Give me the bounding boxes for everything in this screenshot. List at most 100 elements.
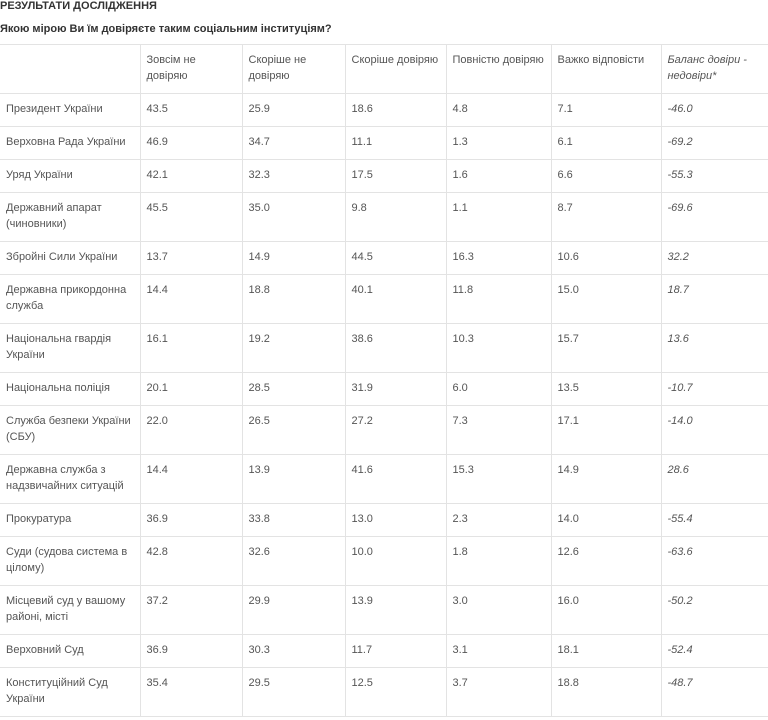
cell: 1.1 <box>445 192 552 242</box>
cell: 20.1 <box>139 372 243 406</box>
cell: 32.2 <box>660 241 768 275</box>
table-row: Верховна Рада України 46.9 34.7 11.1 1.3 6.1-… <box>0 126 768 160</box>
cell: 11.8 <box>445 274 552 324</box>
cell: 16.3 <box>445 241 552 275</box>
institution: Служба безпеки України (СБУ) <box>0 405 141 455</box>
cell: 27.2 <box>344 405 447 455</box>
column-header: Повністю довіряю <box>445 44 552 94</box>
table-row: Верховний Суд 36.9 30.3 11.7 3.1 18.1 -52.4 <box>0 634 768 668</box>
cell: 15.7 <box>550 323 662 373</box>
cell: 10.0 <box>344 536 447 586</box>
table-row: Державна прикордонна служба 14.4 18.8 40.1 1… <box>0 274 768 324</box>
cell: 29.9 <box>241 585 346 635</box>
cell: 36.9 <box>139 503 243 537</box>
cell: 10.3 <box>445 323 552 373</box>
cell: -52.4 <box>660 634 768 668</box>
column-header: Скоріше не довіряю <box>241 44 346 94</box>
cell: 13.0 <box>344 503 447 537</box>
cell: 10.6 <box>550 241 662 275</box>
institution: Верховна Рада України <box>0 126 141 160</box>
cell: 15.0 <box>550 274 662 324</box>
cell: 1.6 <box>445 159 552 193</box>
institution: Верховний Суд <box>0 634 141 668</box>
institution: Конституційний Суд України <box>0 667 141 717</box>
cell: 38.6 <box>344 323 447 373</box>
cell: 18.6 <box>344 93 447 127</box>
cell: 41.6 <box>344 454 447 504</box>
cell: 14.0 <box>550 503 662 537</box>
cell: 6.0 <box>445 372 552 406</box>
table-row: Місцевий суд у вашому районі, місті 37.2 2… <box>0 585 768 635</box>
cell: 43.5 <box>139 93 243 127</box>
cell: 25.9 <box>241 93 346 127</box>
table-row: Президент України 43.5 25.9 18.6 4.8 7.1 -46.0 <box>0 93 768 127</box>
cell: 18.8 <box>550 667 662 717</box>
cell: 45.5 <box>139 192 243 242</box>
institution: Державна служба з надзвичайних ситуацій <box>0 454 141 504</box>
institution: Державний апарат (чиновники) <box>0 192 141 242</box>
cell: 18.7 <box>660 274 768 324</box>
table-row: Служба безпеки України (СБУ) 22.0 26.5 27.2… <box>0 405 768 455</box>
cell: 44.5 <box>344 241 447 275</box>
cell: 14.4 <box>139 454 243 504</box>
cell: 14.4 <box>139 274 243 324</box>
cell: 30.3 <box>241 634 346 668</box>
institution: Суди (судова система в цілому) <box>0 536 141 586</box>
column-header <box>0 44 141 94</box>
cell: 35.4 <box>139 667 243 717</box>
cell: 3.7 <box>445 667 552 717</box>
cell: -69.6 <box>660 192 768 242</box>
cell: 4.8 <box>445 93 552 127</box>
cell: 42.8 <box>139 536 243 586</box>
cell: 40.1 <box>344 274 447 324</box>
cell: 6.6 <box>550 159 662 193</box>
cell: -50.2 <box>660 585 768 635</box>
institution: Збройні Сили України <box>0 241 141 275</box>
cell: 13.9 <box>344 585 447 635</box>
cell: 42.1 <box>139 159 243 193</box>
cell: 9.8 <box>344 192 447 242</box>
cell: 6.1 <box>550 126 662 160</box>
institution: Прокуратура <box>0 503 141 537</box>
cell: -10.7 <box>660 372 768 406</box>
cell: 46.9 <box>139 126 243 160</box>
cell: 19.2 <box>241 323 346 373</box>
institution: Національна поліція <box>0 372 141 406</box>
header-row: Зовсім не довіряю Скоріше не довіряю Скорі… <box>0 44 768 94</box>
cell: 7.3 <box>445 405 552 455</box>
column-header: Важко відповісти <box>550 44 662 94</box>
institution: Місцевий суд у вашому районі, місті <box>0 585 141 635</box>
table-row: Конституційний Суд України 35.4 29.5 12.5 3.… <box>0 667 768 717</box>
cell: 14.9 <box>241 241 346 275</box>
cell: 31.9 <box>344 372 447 406</box>
cell: 1.8 <box>445 536 552 586</box>
cell: 12.5 <box>344 667 447 717</box>
cell: 18.1 <box>550 634 662 668</box>
cell: 3.1 <box>445 634 552 668</box>
cell: 22.0 <box>139 405 243 455</box>
cell: 13.6 <box>660 323 768 373</box>
cell: 37.2 <box>139 585 243 635</box>
section-title: РЕЗУЛЬТАТИ ДОСЛІДЖЕННЯ <box>0 0 157 12</box>
cell: 11.1 <box>344 126 447 160</box>
table-row: Прокуратура 36.9 33.8 13.0 2.3 14.0 -55.4 <box>0 503 768 537</box>
cell: 13.7 <box>139 241 243 275</box>
cell: -55.4 <box>660 503 768 537</box>
cell: 26.5 <box>241 405 346 455</box>
cell: -14.0 <box>660 405 768 455</box>
column-header: Баланс довіри - недовіри* <box>660 44 768 94</box>
cell: 8.7 <box>550 192 662 242</box>
cell: 36.9 <box>139 634 243 668</box>
cell: -46.0 <box>660 93 768 127</box>
cell: 28.5 <box>241 372 346 406</box>
table-row: Державна служба з надзвичайних ситуацій 1… <box>0 454 768 504</box>
table-row: Державний апарат (чиновники) 45.5 35.0 9.8 1… <box>0 192 768 242</box>
cell: 13.5 <box>550 372 662 406</box>
cell: 32.3 <box>241 159 346 193</box>
cell: 13.9 <box>241 454 346 504</box>
cell: 28.6 <box>660 454 768 504</box>
question: Якою мірою Ви їм довіряєте таким соціаль… <box>0 23 332 35</box>
cell: 15.3 <box>445 454 552 504</box>
table-row: Уряд України 42.1 32.3 17.5 1.6 6.6 -55.3 <box>0 159 768 193</box>
